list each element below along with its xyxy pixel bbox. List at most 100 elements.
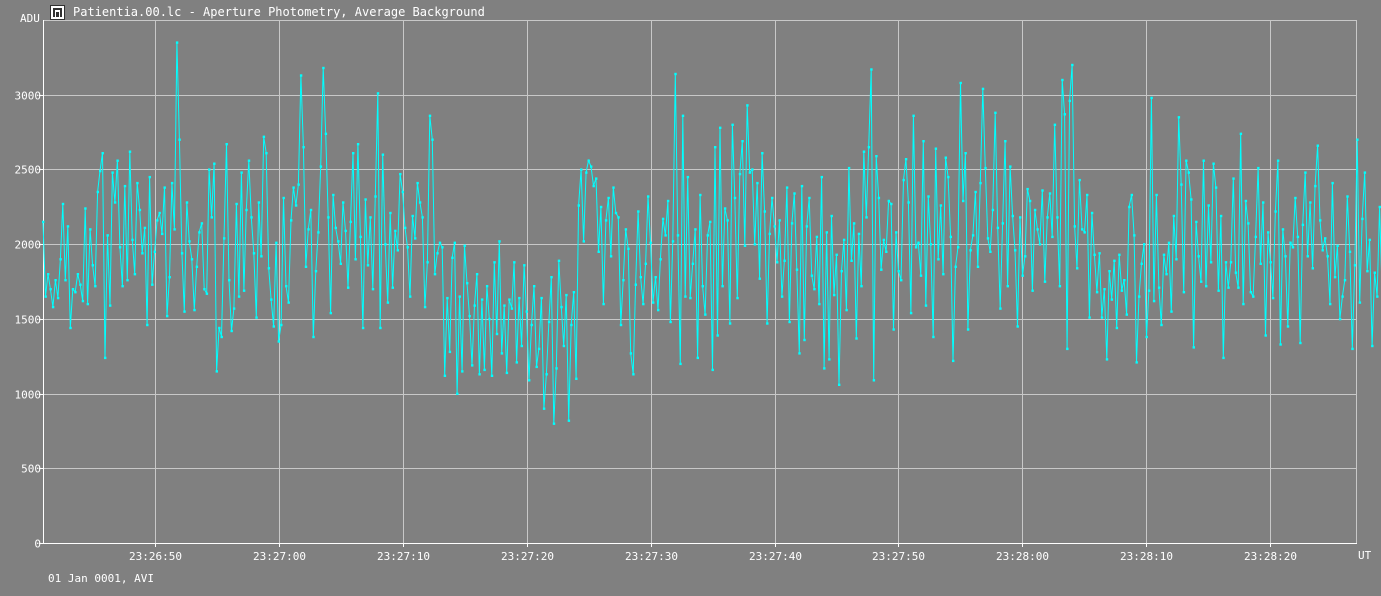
data-point	[714, 146, 717, 149]
data-point	[230, 329, 233, 333]
data-point	[599, 205, 603, 209]
data-point	[49, 288, 52, 291]
data-point	[495, 332, 499, 336]
data-point	[123, 184, 127, 188]
data-point	[185, 201, 189, 204]
data-point	[195, 265, 199, 268]
data-point	[1167, 241, 1171, 244]
data-point	[830, 214, 833, 218]
data-point	[94, 285, 97, 288]
data-point	[106, 234, 109, 237]
data-point	[1128, 205, 1131, 209]
data-point	[339, 262, 342, 265]
data-point	[1309, 201, 1312, 204]
data-point	[996, 226, 1000, 230]
data-point	[1289, 241, 1292, 244]
data-point	[1351, 347, 1354, 351]
data-point	[823, 367, 826, 370]
x-tick-label: 23:27:00	[253, 550, 306, 563]
data-point	[947, 175, 950, 179]
data-point	[270, 298, 273, 301]
data-point	[880, 268, 883, 271]
data-point	[1361, 217, 1364, 221]
data-point	[515, 361, 518, 364]
data-point	[1190, 198, 1193, 201]
data-point	[290, 219, 293, 222]
data-point	[113, 201, 117, 204]
data-point	[1093, 253, 1096, 256]
data-point	[813, 288, 816, 291]
data-point	[51, 305, 55, 309]
data-point	[1267, 231, 1270, 234]
data-point	[761, 152, 764, 155]
data-point	[768, 232, 771, 236]
data-point	[101, 152, 104, 155]
data-point	[758, 277, 761, 280]
data-point	[1001, 222, 1004, 225]
data-point	[629, 352, 633, 355]
data-point	[1299, 341, 1302, 345]
data-point	[121, 285, 124, 288]
data-point	[562, 344, 566, 348]
data-point	[582, 240, 585, 243]
data-point	[1024, 255, 1027, 258]
data-point	[1333, 276, 1337, 279]
data-point	[1314, 184, 1317, 188]
data-point	[852, 222, 856, 225]
data-point	[1378, 205, 1381, 209]
data-point	[272, 325, 275, 328]
data-point	[292, 186, 295, 189]
data-point	[302, 146, 305, 149]
y-tick-label: 1500	[15, 314, 42, 327]
y-axis-label: ADU	[20, 12, 40, 25]
data-point	[528, 379, 531, 382]
data-point	[803, 338, 806, 342]
data-point	[637, 210, 640, 213]
data-point	[937, 258, 940, 261]
data-point	[1125, 313, 1128, 316]
data-point	[1120, 289, 1124, 292]
data-point	[1028, 199, 1032, 203]
data-point	[1123, 279, 1126, 282]
data-point	[679, 362, 682, 366]
data-point	[1207, 204, 1210, 207]
data-point	[890, 202, 893, 206]
data-point	[44, 295, 47, 298]
data-point	[240, 171, 243, 174]
data-point	[458, 295, 461, 298]
data-point	[312, 335, 315, 339]
data-point	[361, 326, 365, 330]
data-point	[694, 228, 697, 231]
data-point	[1048, 192, 1052, 195]
data-point	[783, 259, 786, 262]
data-point	[1056, 216, 1059, 219]
data-point	[981, 87, 985, 91]
data-point	[1195, 220, 1198, 224]
data-point	[632, 373, 635, 376]
x-tick-label: 23:27:10	[377, 550, 430, 563]
data-point	[356, 143, 360, 146]
data-point	[1143, 243, 1146, 246]
data-point	[719, 126, 722, 129]
data-point	[897, 270, 900, 273]
data-point	[493, 261, 496, 264]
data-point	[208, 168, 211, 171]
data-point	[709, 220, 712, 224]
data-point	[1212, 162, 1215, 165]
data-point	[530, 323, 533, 327]
data-point	[389, 211, 392, 215]
data-point	[1224, 261, 1228, 264]
data-point	[1180, 183, 1183, 186]
data-point	[503, 304, 506, 307]
x-tick-label: 23:28:10	[1120, 550, 1173, 563]
data-point	[929, 243, 933, 246]
data-point	[1346, 195, 1349, 198]
data-point	[999, 307, 1002, 310]
data-point	[681, 114, 685, 117]
data-point	[949, 235, 952, 239]
data-point	[914, 246, 918, 249]
data-point	[1019, 216, 1022, 219]
data-point	[604, 219, 608, 222]
data-point	[59, 258, 62, 261]
